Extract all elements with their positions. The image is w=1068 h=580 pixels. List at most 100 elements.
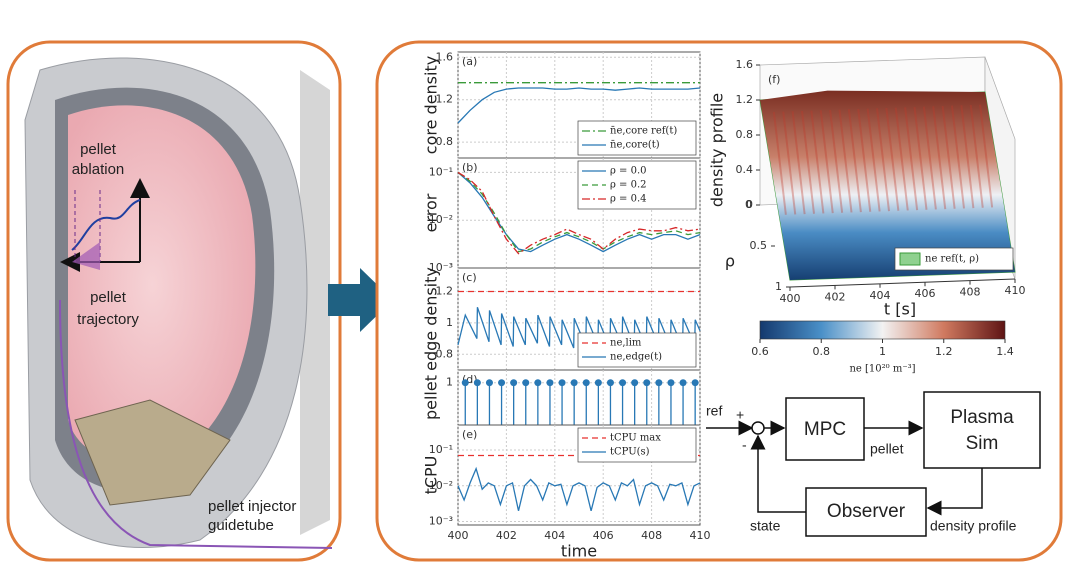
stem-marker [570, 379, 578, 387]
rho-axis-label: ρ [725, 252, 735, 271]
y-tick-label: 10⁻² [429, 213, 453, 226]
surface-texture [913, 106, 928, 210]
legend-label: ne,lim [610, 338, 642, 349]
legend-label: n̄e,core ref(t) [610, 126, 677, 137]
z-tick-label: 1.6 [736, 58, 754, 71]
stem-marker [546, 379, 554, 387]
stem-marker [691, 379, 699, 387]
stem-marker [498, 379, 506, 387]
stem-marker [606, 379, 614, 387]
background-structure [300, 70, 330, 535]
pellet-cone [72, 242, 100, 270]
node-label: Observer [827, 501, 906, 522]
colorbar-tick-label: 1.2 [935, 345, 953, 358]
y-tick-label: 1.6 [436, 50, 454, 63]
t-tick-label: 406 [915, 287, 936, 300]
t-tick-label: 402 [825, 290, 846, 303]
tokamak-illustration: pellet ablation pellet trajectory pellet… [6, 40, 342, 562]
z-tick-label: 0 [746, 198, 753, 211]
surface-texture [857, 108, 872, 212]
flow-arrow [328, 268, 393, 332]
surface-texture [894, 107, 909, 211]
sum-junction [751, 421, 765, 435]
y-axis-label: tCPU [422, 456, 441, 495]
y-tick-label: 1 [446, 376, 453, 389]
x-tick-label: 406 [593, 529, 614, 542]
t-tick-label: 410 [1005, 284, 1026, 297]
legend-box [894, 247, 1014, 271]
surface-texture [979, 104, 994, 208]
t-axis-label: t [s] [884, 300, 916, 319]
legend-label: ne ref(t, ρ) [925, 254, 979, 265]
x-tick-label: 402 [496, 529, 517, 542]
legend-box [577, 120, 697, 156]
observer-block [805, 487, 927, 537]
trajectory-label: trajectory [77, 311, 139, 328]
stem-marker [558, 379, 566, 387]
ablation-label: ablation [72, 161, 125, 178]
x-tick-label: 400 [448, 529, 469, 542]
legend-swatch [899, 252, 921, 266]
stem-marker [510, 379, 518, 387]
injector-label: guidetube [208, 517, 274, 534]
colorbar-tick-label: 1.4 [996, 345, 1014, 358]
series-line [457, 466, 701, 511]
t-tick-label: 408 [960, 286, 981, 299]
edge-label: pellet [870, 441, 904, 457]
legend-label: n̄e,core(t) [610, 140, 660, 151]
surface-texture [782, 111, 797, 215]
legend-box [577, 332, 697, 368]
edge-label: state [750, 518, 781, 534]
surface-texture [866, 108, 881, 212]
guidetube-line [59, 299, 333, 549]
density-surface [760, 90, 1015, 280]
node-label: MPC [804, 419, 846, 440]
panel-label: (b) [462, 161, 478, 174]
surface-texture [941, 105, 956, 209]
surface-texture [772, 111, 787, 215]
panel-label: (f) [768, 73, 780, 86]
injector-label: pellet injector [208, 498, 296, 515]
z-tick-label: 0.4 [736, 163, 754, 176]
colorbar-tick-label: 0.6 [751, 345, 769, 358]
surface-texture [838, 109, 853, 213]
stem-marker [582, 379, 590, 387]
rho-tick-label: 0.5 [750, 239, 768, 252]
arrow [750, 434, 806, 513]
stem-marker [473, 379, 481, 387]
stem-marker [461, 379, 469, 387]
axis-line [789, 278, 1016, 288]
stem-marker [522, 379, 530, 387]
y-axis-label: pellet [422, 375, 441, 420]
surface-texture [951, 105, 965, 209]
series-line [457, 171, 701, 255]
x-axis-label: time [561, 542, 597, 561]
legend-label: ρ = 0.0 [610, 166, 647, 177]
surface-texture [960, 105, 975, 209]
rho-tick-label: 0 [745, 198, 752, 211]
input-label: ref [706, 403, 722, 419]
node-label: Plasma [950, 407, 1014, 428]
y-axis-label: core density [422, 56, 441, 154]
colorbar-tick-label: 0.8 [813, 345, 831, 358]
y-tick-label: 1.2 [436, 93, 454, 106]
surface-texture [847, 109, 862, 213]
y-tick-label: 10⁻² [429, 479, 453, 492]
legend-label: ρ = 0.4 [610, 194, 647, 205]
surface-texture [876, 108, 890, 212]
trajectory-label: pellet [90, 289, 127, 306]
divertor [74, 399, 231, 506]
minus-sign: - [742, 437, 747, 453]
y-tick-label: 10⁻³ [429, 261, 453, 274]
panel-label: (c) [462, 271, 477, 284]
mpc-block [785, 397, 865, 461]
plasma-block [923, 391, 1041, 469]
y-tick-label: 10⁻³ [429, 515, 453, 528]
panel-label: (e) [462, 428, 477, 441]
t-tick-label: 400 [780, 292, 801, 305]
rho-tick-label: 1 [775, 280, 782, 293]
series-line [457, 171, 701, 253]
edge-label: density profile [930, 518, 1017, 534]
plasma [68, 105, 256, 464]
